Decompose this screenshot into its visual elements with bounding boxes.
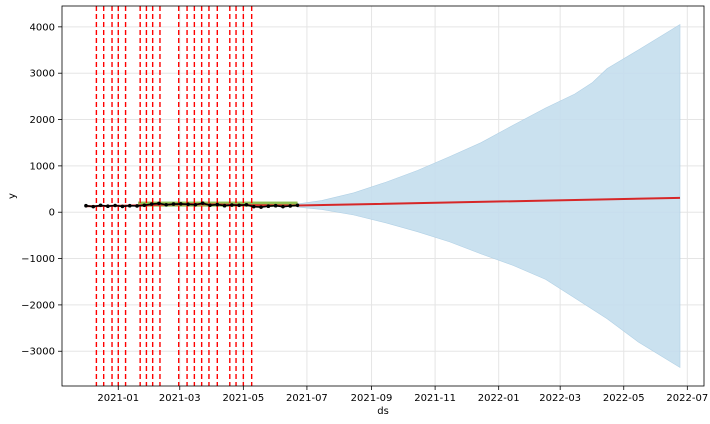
x-tick-label: 2022-01 bbox=[478, 393, 520, 404]
x-tick-label: 2021-09 bbox=[351, 393, 393, 404]
observed-point bbox=[157, 201, 161, 206]
observed-point bbox=[186, 202, 190, 207]
x-tick-label: 2022-03 bbox=[539, 393, 581, 404]
observed-point bbox=[135, 204, 139, 208]
y-tick-label: 4000 bbox=[30, 22, 55, 33]
observed-point bbox=[222, 203, 227, 208]
observed-point bbox=[149, 202, 154, 206]
x-tick-label: 2021-11 bbox=[414, 393, 456, 404]
y-tick-label: −3000 bbox=[21, 347, 55, 358]
observed-point bbox=[281, 204, 285, 209]
observed-point bbox=[230, 203, 234, 207]
x-tick-label: 2022-05 bbox=[603, 393, 645, 404]
x-tick-label: 2021-05 bbox=[222, 393, 264, 404]
observed-point bbox=[193, 203, 198, 207]
x-axis-ticks: 2021-01 2021-03 2021-05 2021-07 2021-09 2021-… bbox=[97, 386, 708, 404]
observed-point bbox=[120, 204, 125, 209]
y-tick-label: −2000 bbox=[21, 300, 55, 311]
observed-points bbox=[84, 201, 300, 209]
observed-point bbox=[91, 204, 96, 209]
observed-point bbox=[98, 203, 103, 208]
observed-point bbox=[179, 202, 183, 206]
y-tick-label: 0 bbox=[49, 208, 55, 219]
x-axis-title: ds bbox=[377, 406, 389, 417]
observed-point bbox=[266, 204, 271, 208]
plot-frame bbox=[61, 5, 705, 387]
observed-point bbox=[171, 202, 176, 206]
observed-point bbox=[273, 203, 278, 208]
observed-point bbox=[127, 203, 132, 208]
changepoints bbox=[95, 6, 253, 386]
y-tick-label: 3000 bbox=[30, 69, 55, 80]
observed-point bbox=[164, 203, 169, 207]
forecast-interval-band bbox=[297, 23, 681, 369]
y-tick-label: 2000 bbox=[30, 115, 55, 126]
y-axis-ticks: −3000 −2000 −1000 0 1000 2000 3000 4000 bbox=[21, 22, 62, 358]
observed-point bbox=[259, 205, 263, 209]
observed-point bbox=[237, 203, 241, 208]
observed-point bbox=[142, 203, 147, 208]
uncertainty-interval bbox=[297, 23, 681, 369]
observed-point bbox=[113, 203, 117, 208]
observed-point bbox=[106, 204, 110, 208]
x-tick-label: 2021-07 bbox=[286, 393, 328, 404]
x-tick-label: 2021-01 bbox=[97, 393, 139, 404]
observed-point bbox=[244, 203, 249, 207]
x-tick-label: 2021-03 bbox=[159, 393, 201, 404]
y-tick-label: 1000 bbox=[30, 161, 55, 172]
observed-point bbox=[200, 201, 205, 205]
observed-point bbox=[208, 203, 212, 208]
observed-point bbox=[251, 204, 256, 209]
y-tick-label: −1000 bbox=[21, 254, 55, 265]
y-axis-title: y bbox=[7, 193, 18, 199]
observed-point bbox=[215, 202, 220, 207]
observed-point bbox=[288, 204, 293, 208]
x-tick-label: 2022-07 bbox=[666, 393, 708, 404]
observed-point bbox=[295, 203, 300, 208]
observed-point bbox=[84, 203, 88, 208]
